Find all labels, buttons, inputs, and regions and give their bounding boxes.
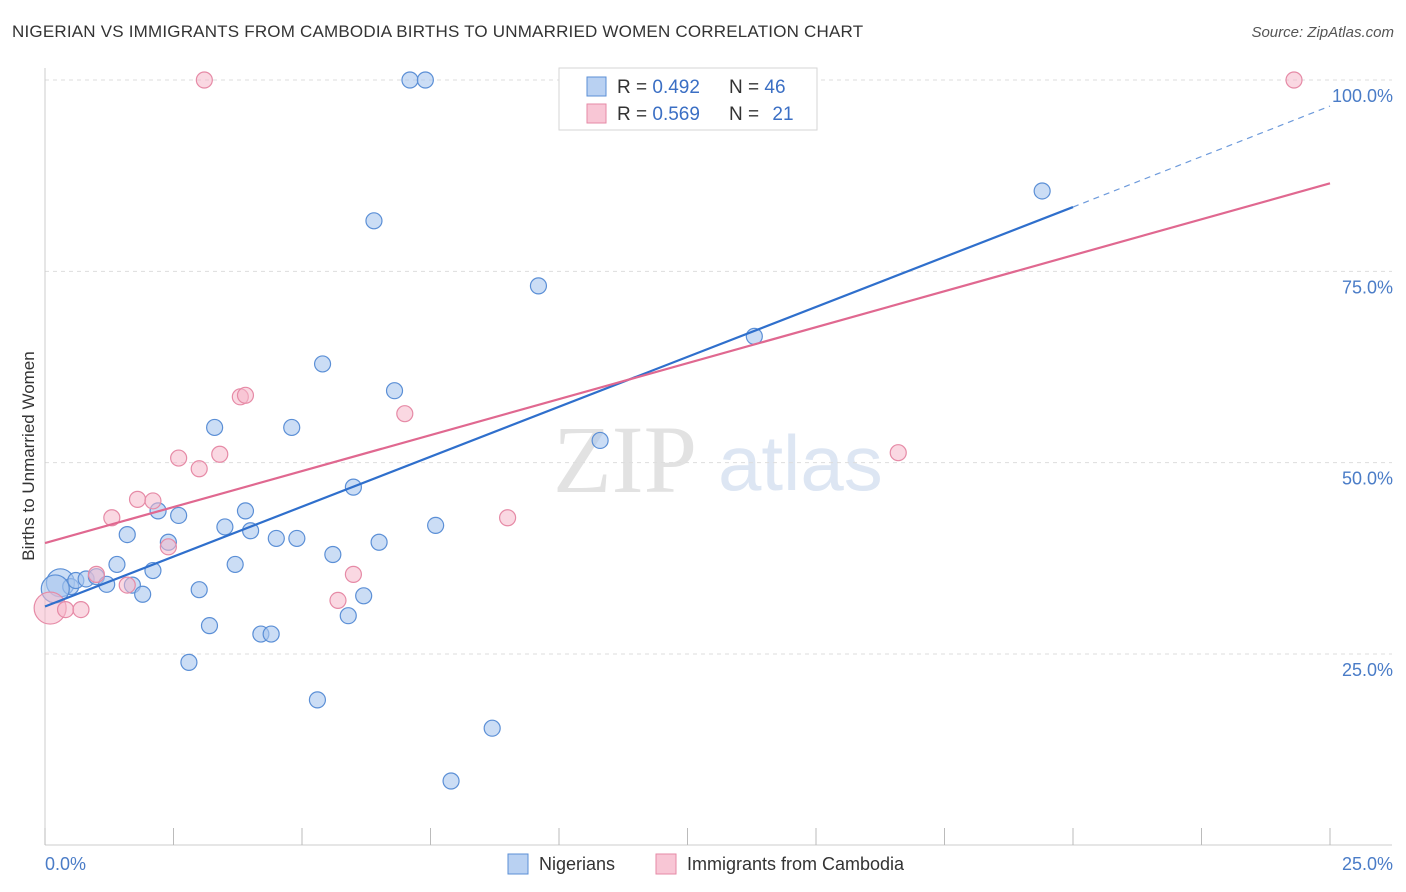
nigerians-point xyxy=(118,525,136,544)
legend-n-label-2: N = xyxy=(729,104,764,125)
legend-r-label-2: R = xyxy=(617,104,652,125)
cambodia-point xyxy=(236,386,255,404)
cambodia-trend-line xyxy=(44,182,1331,545)
nigerians-point xyxy=(483,719,501,737)
nigerians-point xyxy=(385,382,404,400)
nigerians-trend-line xyxy=(44,206,1074,608)
nigerians-point xyxy=(365,212,383,230)
nigerians-point xyxy=(108,555,126,574)
cambodia-point xyxy=(118,576,136,594)
nigerians-point xyxy=(190,581,208,599)
nigerians-point xyxy=(200,617,219,635)
nigerians-point xyxy=(416,71,434,89)
legend-r-value-1: 0.492 xyxy=(652,77,700,98)
y-tick-label: 25.0% xyxy=(1342,660,1393,680)
series-nigerians-points xyxy=(40,71,1051,790)
cambodia-point xyxy=(195,71,213,89)
y-tick-label: 75.0% xyxy=(1342,277,1393,297)
nigerians-point xyxy=(591,431,609,450)
nigerians-point xyxy=(355,587,373,605)
legend-n-value-2: 21 xyxy=(772,104,793,125)
cambodia-point xyxy=(499,509,517,527)
nigerians-trend-extension xyxy=(1072,105,1331,208)
y-tick-label: 100.0% xyxy=(1332,86,1393,106)
cambodia-point xyxy=(1285,71,1303,89)
cambodia-point xyxy=(159,538,177,556)
legend-n-label-1: N = xyxy=(729,77,764,98)
trend-lines xyxy=(44,105,1331,608)
nigerians-point xyxy=(339,607,357,625)
legend-swatch-nigerians xyxy=(586,76,607,97)
x-tick-label: 0.0% xyxy=(45,854,86,874)
cambodia-point xyxy=(72,600,90,619)
tick-labels: 25.0% 50.0% 75.0% 100.0% 0.0% 25.0% xyxy=(45,86,1393,874)
nigerians-point xyxy=(283,418,301,437)
nigerians-point xyxy=(226,555,244,574)
svg-text:N = 21: N = 21 xyxy=(729,104,794,125)
svg-text:R = 0.492: R = 0.492 xyxy=(617,77,700,98)
cambodia-point xyxy=(103,509,121,527)
cambodia-point xyxy=(889,444,907,462)
legend-r-value-2: 0.569 xyxy=(652,104,700,125)
bottom-legend-nigerians: Nigerians xyxy=(539,854,615,874)
cambodia-point xyxy=(128,490,147,508)
nigerians-point xyxy=(427,516,445,535)
bottom-legend: Nigerians Immigrants from Cambodia xyxy=(507,853,905,875)
watermark-zip: ZIP xyxy=(553,406,697,513)
nigerians-point xyxy=(313,355,332,373)
legend-swatch-cambodia xyxy=(586,103,607,124)
bottom-legend-cambodia: Immigrants from Cambodia xyxy=(687,854,905,874)
nigerians-point xyxy=(1033,182,1051,200)
nigerians-point xyxy=(308,691,327,709)
svg-text:R = 0.569: R = 0.569 xyxy=(617,104,700,125)
cambodia-point xyxy=(344,565,362,583)
source-note: Source: ZipAtlas.com xyxy=(1251,24,1394,41)
cambodia-point xyxy=(396,405,414,423)
nigerians-point xyxy=(236,502,255,520)
cambodia-point xyxy=(87,565,106,583)
cambodia-point xyxy=(190,460,208,478)
cambodia-point xyxy=(170,449,188,467)
nigerians-point xyxy=(324,545,342,564)
svg-text:N = 46: N = 46 xyxy=(729,77,786,98)
nigerians-point xyxy=(206,418,224,437)
cambodia-point xyxy=(329,591,347,610)
x-tick-label: 25.0% xyxy=(1342,854,1393,874)
bottom-legend-swatch-nigerians xyxy=(507,853,529,875)
nigerians-point xyxy=(267,529,285,548)
legend-n-value-1: 46 xyxy=(764,77,785,98)
nigerians-point xyxy=(370,533,388,551)
chart-title: NIGERIAN VS IMMIGRANTS FROM CAMBODIA BIR… xyxy=(12,22,864,41)
cambodia-point xyxy=(211,445,229,463)
y-tick-label: 50.0% xyxy=(1342,469,1393,489)
bottom-legend-swatch-cambodia xyxy=(655,853,677,875)
gridlines xyxy=(45,79,1392,655)
nigerians-point xyxy=(288,529,306,548)
series-cambodia-points xyxy=(33,71,1303,625)
nigerians-point xyxy=(180,653,198,671)
nigerians-point xyxy=(216,518,234,536)
nigerians-point xyxy=(401,71,419,89)
legend-r-label-1: R = xyxy=(617,77,652,98)
nigerians-point xyxy=(170,506,188,525)
axes xyxy=(44,68,1392,846)
stats-legend: R = 0.492 N = 46 R = 0.569 N = 21 xyxy=(558,67,818,131)
nigerians-point xyxy=(134,585,152,603)
nigerians-point xyxy=(442,772,460,790)
cambodia-point xyxy=(56,600,75,619)
y-axis-label: Births to Unmarried Women xyxy=(19,351,38,560)
nigerians-point xyxy=(529,277,548,295)
cambodia-point xyxy=(144,492,162,510)
nigerians-point xyxy=(262,625,280,643)
